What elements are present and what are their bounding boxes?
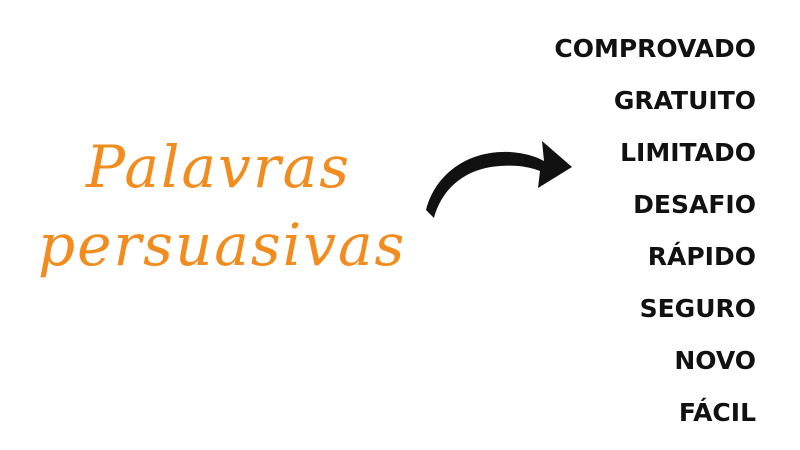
word-novo: NOVO <box>674 346 756 375</box>
word-rapido: RÁPIDO <box>647 242 756 271</box>
word-seguro: SEGURO <box>639 294 756 323</box>
title-text: Palavras persuasivas <box>38 128 428 284</box>
word-facil: FÁCIL <box>678 398 756 427</box>
persuasive-word-list: COMPROVADO GRATUITO LIMITADO DESAFIO RÁP… <box>554 23 756 439</box>
word-gratuito: GRATUITO <box>613 86 756 115</box>
title-line-2: persuasivas <box>38 211 407 279</box>
curved-arrow-right-icon <box>426 141 572 218</box>
word-comprovado: COMPROVADO <box>554 34 756 63</box>
word-limitado: LIMITADO <box>620 138 756 167</box>
word-desafio: DESAFIO <box>633 190 756 219</box>
title-line-1: Palavras <box>86 133 351 201</box>
